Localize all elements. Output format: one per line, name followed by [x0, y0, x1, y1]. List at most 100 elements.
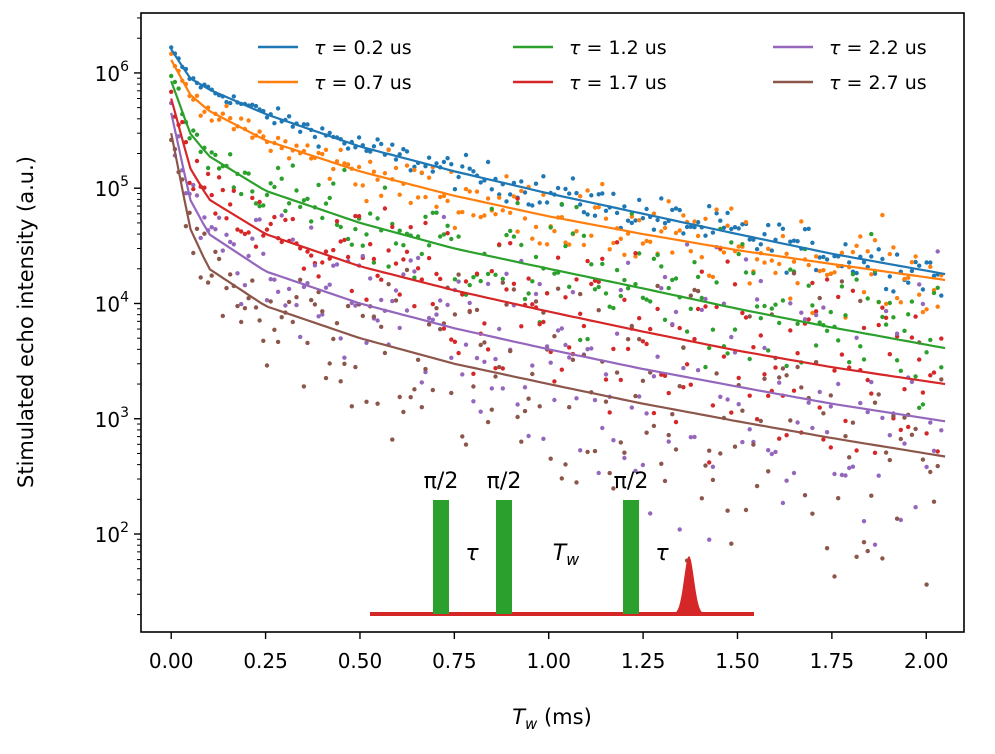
data-point: [906, 312, 911, 317]
data-point: [673, 276, 679, 281]
data-point: [253, 305, 259, 310]
data-point: [592, 448, 598, 454]
data-point: [368, 276, 373, 281]
data-point: [821, 254, 826, 260]
data-point: [567, 345, 572, 350]
data-point: [662, 274, 668, 280]
data-point: [519, 242, 524, 248]
data-point: [261, 203, 266, 208]
data-point: [246, 253, 251, 259]
data-point: [239, 301, 244, 307]
data-point: [301, 266, 307, 271]
data-point: [939, 377, 944, 382]
data-point: [530, 302, 535, 307]
data-point: [294, 295, 299, 300]
data-point: [224, 216, 229, 221]
y-tick-base: 10: [95, 292, 120, 316]
data-point: [235, 227, 240, 232]
data-point: [526, 291, 531, 296]
data-point: [924, 431, 929, 436]
data-point: [478, 342, 483, 348]
data-point: [714, 280, 719, 285]
delay-tau-label: τ: [655, 541, 669, 566]
data-point: [622, 252, 627, 257]
data-point: [817, 295, 822, 301]
data-point: [401, 243, 406, 248]
data-point: [887, 352, 892, 357]
data-point: [231, 242, 236, 247]
data-point: [648, 511, 653, 516]
data-point: [861, 540, 867, 545]
data-point: [375, 177, 380, 182]
data-point: [592, 397, 598, 403]
data-point: [928, 260, 933, 265]
data-point: [666, 390, 671, 396]
data-point: [489, 187, 494, 192]
data-point: [828, 393, 833, 398]
data-point: [345, 162, 351, 167]
data-point: [345, 236, 351, 242]
data-point: [861, 260, 867, 265]
data-point: [939, 293, 944, 298]
data-point: [699, 307, 704, 313]
data-point: [294, 143, 299, 148]
data-point: [379, 193, 384, 198]
legend-value: = 1.7 us: [580, 72, 666, 94]
data-point: [806, 400, 811, 405]
data-point: [548, 225, 553, 230]
data-point: [625, 218, 631, 223]
data-point: [795, 239, 800, 244]
data-point: [622, 297, 627, 302]
data-point: [275, 135, 281, 141]
data-point: [872, 238, 878, 243]
data-point: [327, 361, 332, 366]
data-point: [283, 208, 288, 214]
data-point: [345, 254, 351, 260]
legend: τ = 0.2 usτ = 0.7 usτ = 1.2 usτ = 1.7 us…: [258, 37, 927, 94]
data-point: [452, 225, 458, 231]
data-point: [931, 290, 937, 296]
data-point: [349, 404, 354, 409]
data-point: [183, 140, 189, 145]
data-point: [298, 334, 303, 340]
data-point: [695, 368, 701, 373]
data-point: [567, 355, 572, 360]
data-point: [898, 517, 903, 523]
data-point: [320, 309, 325, 314]
data-point: [559, 367, 564, 372]
data-point: [762, 372, 767, 377]
data-point: [522, 190, 528, 195]
data-point: [721, 354, 727, 359]
data-point: [426, 243, 432, 248]
data-point: [836, 496, 841, 501]
data-point: [331, 263, 336, 268]
data-point: [320, 151, 325, 157]
data-point: [209, 192, 214, 198]
data-point: [847, 260, 852, 265]
data-point: [327, 176, 332, 181]
data-point: [548, 456, 553, 461]
data-point: [909, 299, 915, 304]
data-point: [725, 210, 730, 216]
data-point: [497, 242, 502, 247]
data-point: [393, 241, 399, 246]
data-point: [707, 537, 712, 542]
data-point: [419, 405, 424, 410]
data-point: [928, 373, 933, 378]
data-point: [397, 192, 402, 197]
data-point: [699, 295, 704, 301]
data-point: [677, 325, 682, 331]
data-point: [861, 357, 867, 362]
data-point: [655, 252, 660, 258]
data-point: [791, 271, 797, 276]
data-point: [817, 389, 822, 395]
data-point: [467, 309, 472, 315]
data-point: [515, 414, 520, 420]
data-point: [338, 147, 343, 153]
data-point: [758, 418, 763, 424]
data-point: [928, 420, 933, 425]
data-point: [718, 218, 723, 223]
data-point: [931, 370, 937, 375]
data-point: [684, 329, 690, 334]
